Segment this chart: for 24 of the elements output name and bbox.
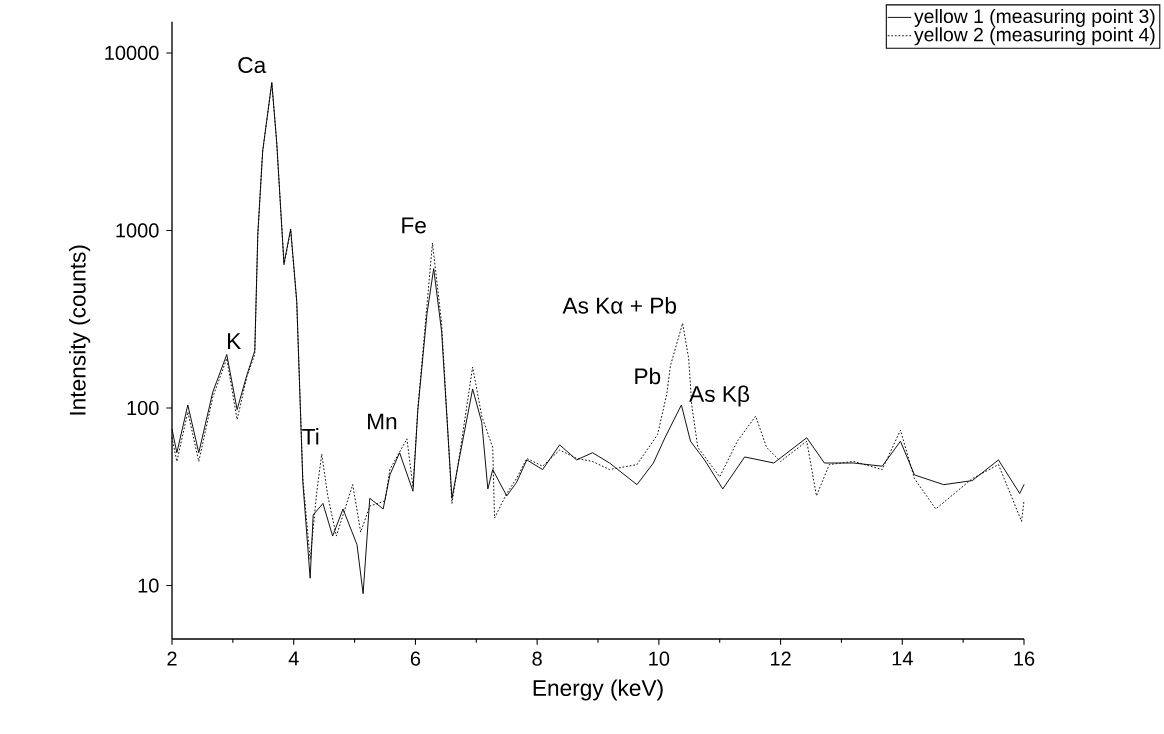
x-tick-label: 4: [288, 651, 299, 666]
annotation: Pb: [635, 367, 661, 385]
legend-label: yellow 1 (measuring point 3): [914, 8, 1155, 27]
annotation: Ti: [302, 428, 319, 445]
annotation: Mn: [368, 413, 397, 430]
y-axis-title: Intensity (counts): [69, 245, 91, 415]
annotation: K: [228, 333, 242, 349]
legend-label: yellow 2 (measuring point 4): [914, 27, 1155, 46]
annotation: As Kβ: [689, 385, 750, 407]
x-tick-label: 12: [770, 651, 791, 666]
x-tick-label: 6: [410, 651, 421, 666]
x-tick-label: 10: [649, 651, 670, 666]
annotation: As Kα + Pb: [562, 297, 677, 314]
y-tick-label: 10: [138, 578, 159, 593]
x-axis-title: Energy (keV): [533, 679, 663, 701]
x-tick-label: 8: [532, 651, 542, 666]
x-tick-label: 16: [1014, 651, 1035, 666]
x-tick-label: 14: [892, 651, 913, 666]
annotation: Fe: [402, 217, 426, 234]
x-tick-label: 2: [167, 651, 177, 666]
y-tick-label: 10000: [105, 45, 159, 60]
y-tick-label: 100: [127, 400, 159, 416]
annotation: Ca: [238, 57, 267, 74]
y-tick-label: 1000: [116, 223, 159, 238]
